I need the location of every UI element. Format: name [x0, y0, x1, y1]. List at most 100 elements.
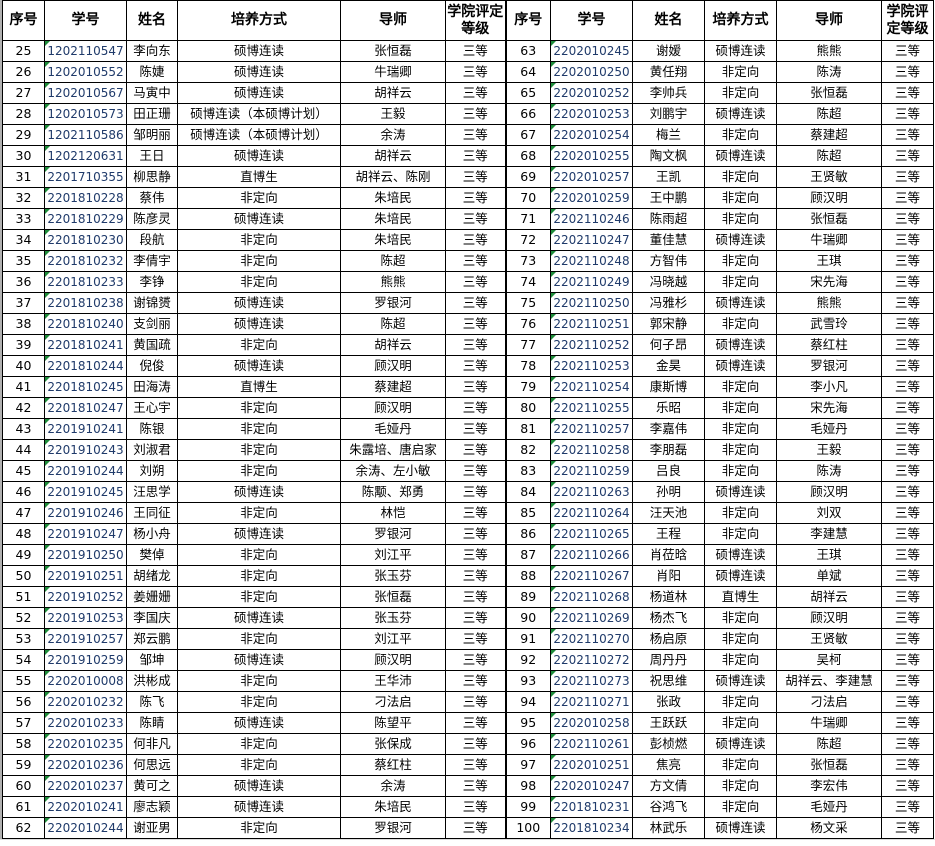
- cell-grade[interactable]: 三等: [445, 208, 506, 230]
- cell-seq[interactable]: 93: [504, 670, 551, 692]
- cell-name[interactable]: 陈婕: [126, 61, 178, 83]
- cell-grade[interactable]: 三等: [445, 145, 506, 167]
- cell-student-id[interactable]: 2201910252: [44, 586, 127, 608]
- cell-training-mode[interactable]: 硕博连读: [704, 145, 777, 167]
- cell-student-id[interactable]: 2202010244: [44, 817, 127, 839]
- cell-training-mode[interactable]: 非定向: [704, 166, 777, 188]
- cell-name[interactable]: 何子昂: [632, 334, 705, 356]
- cell-student-id[interactable]: 2202110271: [550, 691, 633, 713]
- cell-grade[interactable]: 三等: [445, 103, 506, 125]
- cell-advisor[interactable]: 张恒磊: [340, 40, 446, 62]
- cell-name[interactable]: 郭宋静: [632, 313, 705, 335]
- cell-student-id[interactable]: 2202010236: [44, 754, 127, 776]
- cell-student-id[interactable]: 2202110273: [550, 670, 633, 692]
- cell-training-mode[interactable]: 非定向: [704, 376, 777, 398]
- cell-name[interactable]: 洪彬成: [126, 670, 178, 692]
- cell-student-id[interactable]: 2201810233: [44, 271, 127, 293]
- cell-student-id[interactable]: 2202010008: [44, 670, 127, 692]
- cell-name[interactable]: 谢锦赟: [126, 292, 178, 314]
- cell-seq[interactable]: 74: [504, 271, 551, 293]
- cell-student-id[interactable]: 2202010252: [550, 82, 633, 104]
- cell-name[interactable]: 邹明丽: [126, 124, 178, 146]
- cell-name[interactable]: 刘朔: [126, 460, 178, 482]
- cell-grade[interactable]: 三等: [881, 82, 934, 104]
- cell-training-mode[interactable]: 硕博连读: [704, 334, 777, 356]
- cell-grade[interactable]: 三等: [881, 712, 934, 734]
- cell-grade[interactable]: 三等: [881, 586, 934, 608]
- cell-advisor[interactable]: 杨文采: [776, 817, 882, 839]
- cell-grade[interactable]: 三等: [445, 313, 506, 335]
- cell-training-mode[interactable]: 非定向: [704, 796, 777, 818]
- cell-seq[interactable]: 49: [2, 544, 45, 566]
- cell-grade[interactable]: 三等: [445, 229, 506, 251]
- cell-training-mode[interactable]: 硕博连读: [704, 229, 777, 251]
- cell-name[interactable]: 王中鹏: [632, 187, 705, 209]
- cell-name[interactable]: 陈雨超: [632, 208, 705, 230]
- cell-seq[interactable]: 35: [2, 250, 45, 272]
- cell-student-id[interactable]: 1202010573: [44, 103, 127, 125]
- cell-seq[interactable]: 51: [2, 586, 45, 608]
- cell-student-id[interactable]: 2201910253: [44, 607, 127, 629]
- cell-student-id[interactable]: 2201910241: [44, 418, 127, 440]
- cell-training-mode[interactable]: 硕博连读: [177, 40, 341, 62]
- cell-advisor[interactable]: 武雪玲: [776, 313, 882, 335]
- cell-name[interactable]: 王跃跃: [632, 712, 705, 734]
- cell-advisor[interactable]: 张恒磊: [776, 82, 882, 104]
- cell-grade[interactable]: 三等: [445, 355, 506, 377]
- cell-seq[interactable]: 73: [504, 250, 551, 272]
- cell-student-id[interactable]: 2202110254: [550, 376, 633, 398]
- cell-grade[interactable]: 三等: [881, 334, 934, 356]
- cell-training-mode[interactable]: 非定向: [704, 712, 777, 734]
- cell-advisor[interactable]: 陈颙、郑勇: [340, 481, 446, 503]
- cell-student-id[interactable]: 2201810229: [44, 208, 127, 230]
- cell-name[interactable]: 肖阳: [632, 565, 705, 587]
- cell-seq[interactable]: 99: [504, 796, 551, 818]
- cell-student-id[interactable]: 2201910244: [44, 460, 127, 482]
- cell-grade[interactable]: 三等: [445, 271, 506, 293]
- cell-advisor[interactable]: 毛娅丹: [340, 418, 446, 440]
- cell-student-id[interactable]: 2201810232: [44, 250, 127, 272]
- cell-grade[interactable]: 三等: [881, 103, 934, 125]
- cell-name[interactable]: 杨小舟: [126, 523, 178, 545]
- cell-name[interactable]: 方文倩: [632, 775, 705, 797]
- cell-grade[interactable]: 三等: [881, 481, 934, 503]
- cell-grade[interactable]: 三等: [881, 670, 934, 692]
- cell-training-mode[interactable]: 直博生: [177, 376, 341, 398]
- cell-grade[interactable]: 三等: [881, 460, 934, 482]
- cell-seq[interactable]: 62: [2, 817, 45, 839]
- cell-training-mode[interactable]: 非定向: [704, 250, 777, 272]
- cell-training-mode[interactable]: 非定向: [177, 418, 341, 440]
- cell-seq[interactable]: 71: [504, 208, 551, 230]
- cell-grade[interactable]: 三等: [881, 733, 934, 755]
- cell-seq[interactable]: 54: [2, 649, 45, 671]
- cell-seq[interactable]: 77: [504, 334, 551, 356]
- cell-advisor[interactable]: 王琪: [776, 544, 882, 566]
- cell-seq[interactable]: 32: [2, 187, 45, 209]
- cell-student-id[interactable]: 2202010258: [550, 712, 633, 734]
- cell-advisor[interactable]: 朱培民: [340, 796, 446, 818]
- cell-training-mode[interactable]: 非定向: [177, 670, 341, 692]
- cell-advisor[interactable]: 蔡红柱: [776, 334, 882, 356]
- cell-grade[interactable]: 三等: [445, 712, 506, 734]
- cell-training-mode[interactable]: 非定向: [177, 754, 341, 776]
- cell-grade[interactable]: 三等: [881, 313, 934, 335]
- cell-seq[interactable]: 68: [504, 145, 551, 167]
- cell-training-mode[interactable]: 非定向: [177, 271, 341, 293]
- cell-grade[interactable]: 三等: [881, 775, 934, 797]
- cell-seq[interactable]: 88: [504, 565, 551, 587]
- cell-advisor[interactable]: 王贤敏: [776, 628, 882, 650]
- cell-seq[interactable]: 37: [2, 292, 45, 314]
- cell-grade[interactable]: 三等: [881, 355, 934, 377]
- cell-training-mode[interactable]: 非定向: [704, 418, 777, 440]
- cell-training-mode[interactable]: 硕博连读（本硕博计划）: [177, 103, 341, 125]
- cell-advisor[interactable]: 刘双: [776, 502, 882, 524]
- cell-training-mode[interactable]: 硕博连读: [177, 796, 341, 818]
- cell-student-id[interactable]: 2202110247: [550, 229, 633, 251]
- cell-name[interactable]: 李国庆: [126, 607, 178, 629]
- cell-advisor[interactable]: 张恒磊: [776, 208, 882, 230]
- cell-advisor[interactable]: 陈超: [776, 733, 882, 755]
- cell-name[interactable]: 何非凡: [126, 733, 178, 755]
- cell-seq[interactable]: 53: [2, 628, 45, 650]
- cell-training-mode[interactable]: 非定向: [704, 208, 777, 230]
- cell-student-id[interactable]: 1202010567: [44, 82, 127, 104]
